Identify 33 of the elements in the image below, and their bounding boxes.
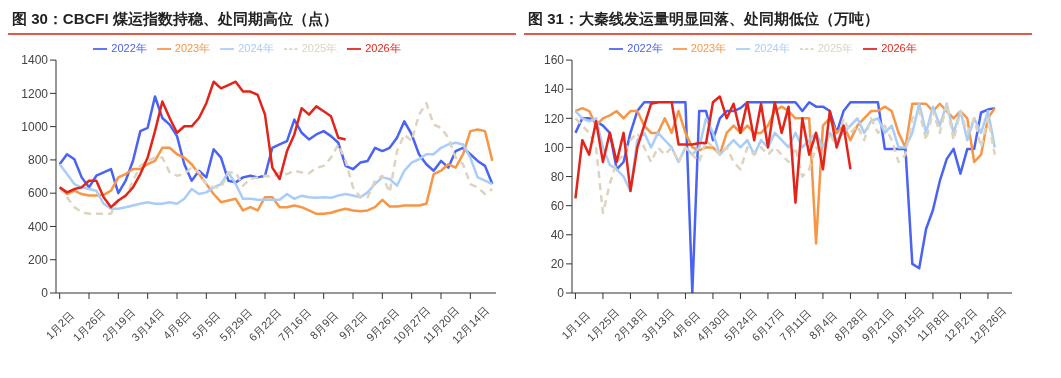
y-tick-label: 200 (27, 252, 49, 267)
y-tick-label: 40 (550, 228, 565, 243)
chart-title: 图 30：CBCFI 煤运指数持稳、处同期高位（点） (8, 8, 516, 35)
line-series (574, 102, 997, 215)
legend-label: 2026年 (881, 42, 917, 54)
legend-label: 2024年 (754, 42, 790, 54)
legend-label: 2024年 (238, 42, 274, 54)
y-tick-label: 140 (543, 82, 565, 97)
line-series (58, 101, 494, 216)
y-tick-label: 800 (27, 153, 49, 168)
legend-label: 2023年 (690, 42, 727, 54)
y-tick-label: 400 (27, 219, 49, 234)
y-tick-label: 0 (41, 286, 49, 301)
y-tick-label: 1200 (21, 86, 49, 101)
line-series (58, 95, 494, 195)
chart-title: 图 31：大秦线发运量明显回落、处同期低位（万吨） (524, 8, 1032, 35)
y-tick-label: 100 (543, 140, 565, 155)
line-series (574, 95, 852, 204)
y-tick-label: 600 (27, 186, 49, 201)
line-series (58, 141, 494, 211)
line-series (58, 80, 347, 209)
y-tick-label: 120 (543, 111, 565, 126)
y-tick-label: 0 (557, 286, 565, 301)
y-tick-label: 160 (543, 53, 565, 68)
legend-label: 2022年 (627, 42, 663, 54)
y-tick-label: 20 (550, 257, 565, 272)
legend-label: 2023年 (174, 42, 211, 54)
y-tick-label: 1000 (21, 119, 49, 134)
y-tick-label: 1400 (21, 53, 49, 68)
legend-label: 2026年 (365, 42, 401, 54)
y-tick-label: 60 (550, 198, 565, 213)
legend-label: 2022年 (111, 42, 147, 54)
y-tick-label: 80 (550, 169, 565, 184)
